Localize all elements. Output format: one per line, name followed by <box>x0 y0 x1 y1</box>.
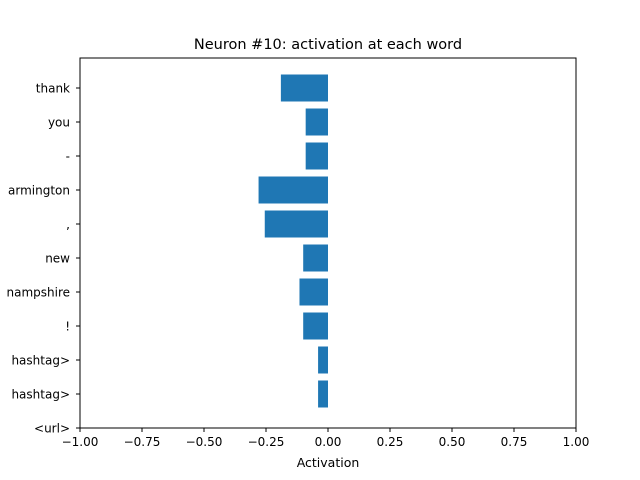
x-tick-label-5: 0.25 <box>377 435 404 449</box>
y-axis-ticks: thank you - armington, new nampshire! hashtag>… <box>6 82 80 436</box>
y-tick-label-7: ! <box>65 320 70 334</box>
x-tick-label-3: −0.25 <box>248 435 285 449</box>
bar-6 <box>299 278 328 306</box>
y-tick-label-0: thank <box>36 82 70 96</box>
chart-title: Neuron #10: activation at each word <box>194 37 462 53</box>
bar-0 <box>280 74 328 102</box>
y-tick-label-5: new <box>45 252 70 266</box>
y-tick-label-3: armington <box>8 184 70 198</box>
y-tick-label-10: <url> <box>34 422 70 436</box>
bar-9 <box>318 380 328 408</box>
x-tick-label-4: 0.00 <box>315 435 342 449</box>
bar-4 <box>264 210 328 238</box>
x-axis-label: Activation <box>297 455 360 470</box>
y-tick-label-1: you <box>48 116 70 130</box>
y-tick-label-4: , <box>66 218 70 232</box>
y-tick-label-6: nampshire <box>6 286 70 300</box>
bar-5 <box>303 244 328 272</box>
x-tick-label-8: 1.00 <box>563 435 590 449</box>
bar-2 <box>305 142 328 170</box>
bars-group <box>258 74 328 408</box>
bar-3 <box>258 176 328 204</box>
bar-8 <box>318 346 328 374</box>
x-tick-label-6: 0.50 <box>439 435 466 449</box>
bar-1 <box>305 108 328 136</box>
x-tick-label-7: 0.75 <box>501 435 528 449</box>
bar-7 <box>303 312 328 340</box>
x-tick-label-1: −0.75 <box>124 435 161 449</box>
x-tick-label-0: −1.00 <box>62 435 99 449</box>
x-tick-label-2: −0.50 <box>186 435 223 449</box>
x-axis-ticks: −1.00 −0.75 −0.50 −0.25 0.00 0.25 0.50 0.75 1.00 <box>62 428 590 449</box>
y-tick-label-8: hashtag> <box>11 354 70 368</box>
y-tick-label-2: - <box>66 150 70 164</box>
y-tick-label-9: hashtag> <box>11 388 70 402</box>
